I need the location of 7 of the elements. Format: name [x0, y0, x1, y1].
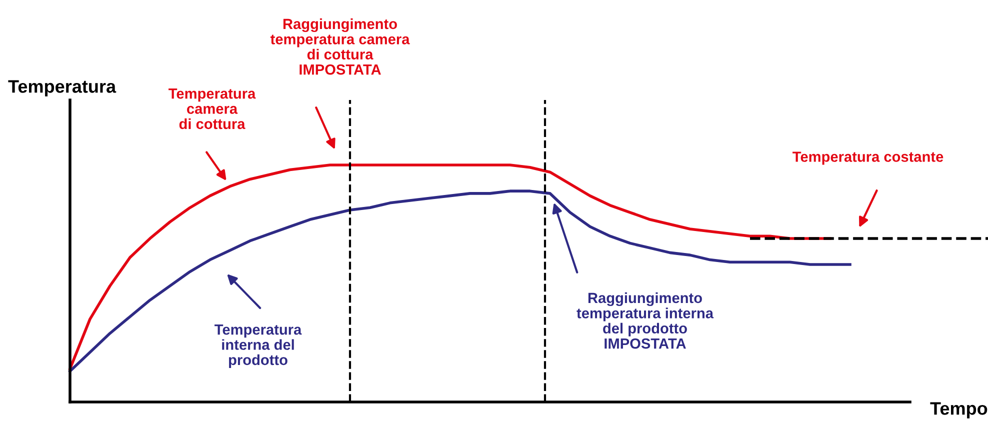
text: Temperatura camera di cottura [168, 88, 256, 130]
y-axis-title: Temperatura [8, 80, 116, 96]
annotation: Raggiungimento temperatura interna del prodotto IMPOSTATA [576, 292, 714, 349]
text: Temperatura costante [792, 152, 944, 165]
annotation: Temperatura interna del prodotto [214, 324, 302, 368]
text: Raggiungimento temperatura camera di cottura IMPOSTATA [270, 18, 410, 75]
x-axis-title: Tempo [930, 402, 988, 418]
